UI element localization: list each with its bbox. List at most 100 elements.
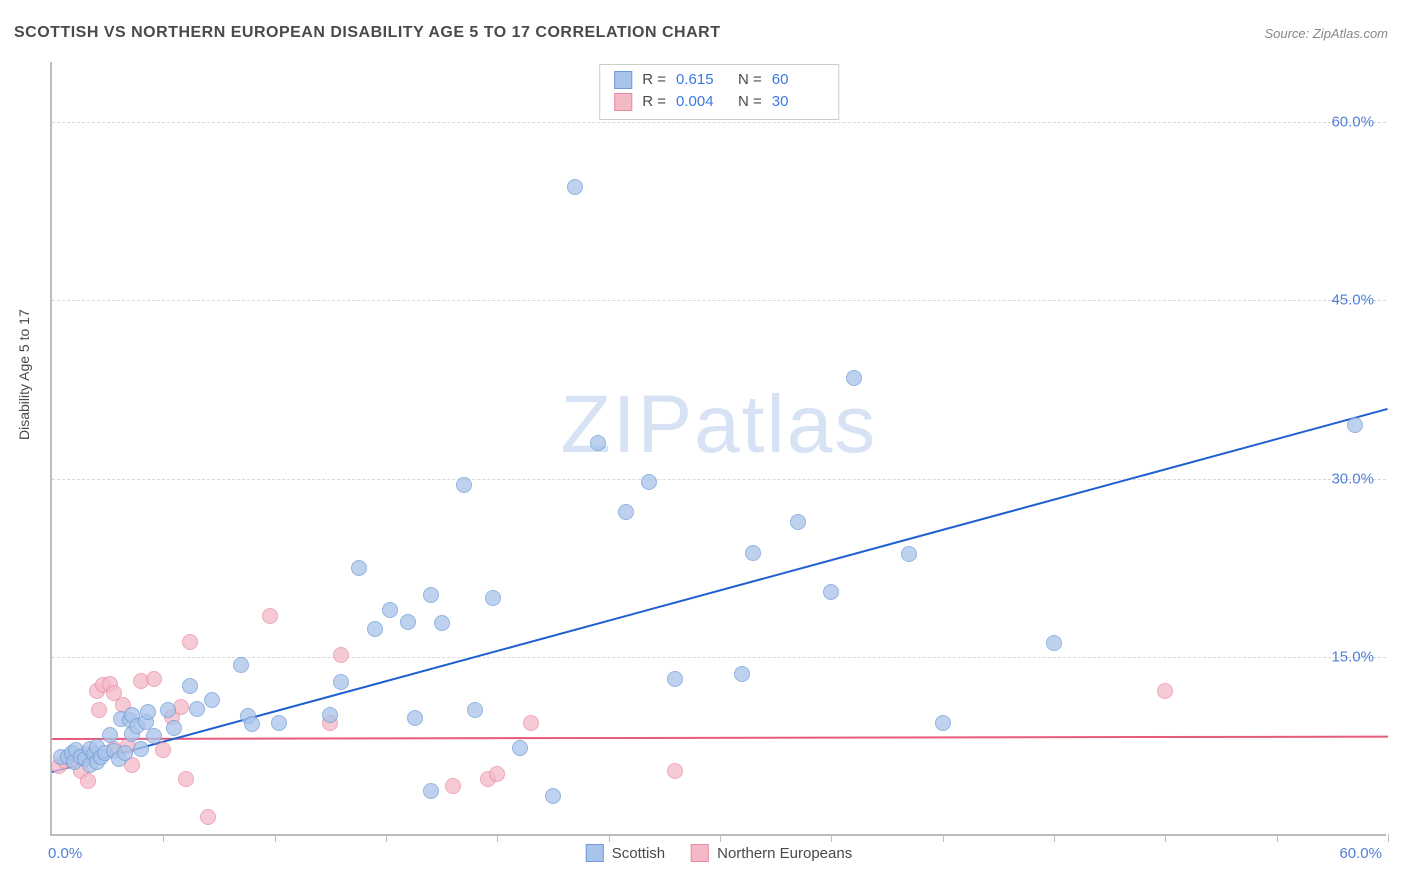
northern-point <box>91 702 107 718</box>
series-legend: Scottish Northern Europeans <box>586 844 852 862</box>
chart-container: SCOTTISH VS NORTHERN EUROPEAN DISABILITY… <box>0 0 1406 892</box>
northern-trend-line <box>52 736 1388 740</box>
scottish-point <box>140 704 156 720</box>
stat-n-value: 30 <box>772 91 824 113</box>
northern-point <box>489 766 505 782</box>
scottish-point <box>734 666 750 682</box>
x-tick <box>609 834 610 842</box>
scottish-point <box>133 741 149 757</box>
northern-point <box>523 715 539 731</box>
x-tick <box>831 834 832 842</box>
northern-point <box>146 671 162 687</box>
scottish-point <box>322 707 338 723</box>
x-tick <box>943 834 944 842</box>
scottish-point <box>233 657 249 673</box>
scottish-point <box>204 692 220 708</box>
stat-r-value: 0.004 <box>676 91 728 113</box>
scottish-point <box>846 370 862 386</box>
scottish-point <box>160 702 176 718</box>
scottish-point <box>667 671 683 687</box>
northern-swatch-icon <box>614 93 632 111</box>
plot-area: ZIPatlas R =0.615N =60R =0.004N =30 0.0%… <box>50 62 1386 836</box>
x-tick <box>497 834 498 842</box>
scottish-point <box>823 584 839 600</box>
stat-r-value: 0.615 <box>676 69 728 91</box>
legend-label: Scottish <box>612 845 665 862</box>
scottish-point <box>545 788 561 804</box>
scottish-point <box>333 674 349 690</box>
scottish-point <box>407 710 423 726</box>
scottish-point <box>790 514 806 530</box>
scottish-point <box>745 545 761 561</box>
x-tick <box>1388 834 1389 842</box>
stats-row-scottish: R = 0.615 N = 60 <box>614 69 824 91</box>
scottish-point <box>189 701 205 717</box>
scottish-point <box>423 783 439 799</box>
scottish-point <box>901 546 917 562</box>
stat-r-label: R = <box>642 91 666 113</box>
legend-label: Northern Europeans <box>717 845 852 862</box>
scottish-point <box>367 621 383 637</box>
scottish-point <box>1347 417 1363 433</box>
stat-r-label: R = <box>642 69 666 91</box>
northern-point <box>262 608 278 624</box>
scottish-point <box>456 477 472 493</box>
stat-n-label: N = <box>738 69 762 91</box>
scottish-point <box>244 716 260 732</box>
scottish-point <box>590 435 606 451</box>
northern-point <box>667 763 683 779</box>
scottish-point <box>166 720 182 736</box>
northern-point <box>200 809 216 825</box>
scottish-point <box>117 745 133 761</box>
scottish-legend-swatch-icon <box>586 844 604 862</box>
scottish-point <box>271 715 287 731</box>
x-tick <box>1054 834 1055 842</box>
y-tick-label: 60.0% <box>1331 113 1374 130</box>
scottish-point <box>467 702 483 718</box>
x-axis-max-label: 60.0% <box>1339 845 1382 862</box>
x-tick <box>163 834 164 842</box>
source-attribution: Source: ZipAtlas.com <box>1264 26 1388 41</box>
scottish-point <box>485 590 501 606</box>
northern-point <box>333 647 349 663</box>
scottish-point <box>1046 635 1062 651</box>
scottish-point <box>567 179 583 195</box>
scottish-point <box>400 614 416 630</box>
legend-item-northern: Northern Europeans <box>691 844 852 862</box>
stat-n-label: N = <box>738 91 762 113</box>
northern-legend-swatch-icon <box>691 844 709 862</box>
x-tick <box>720 834 721 842</box>
northern-point <box>445 778 461 794</box>
scottish-point <box>935 715 951 731</box>
scottish-point <box>434 615 450 631</box>
stats-row-northern: R = 0.004 N = 30 <box>614 91 824 113</box>
x-tick <box>275 834 276 842</box>
correlation-stats-box: R = 0.615 N = 60 R = 0.004 N = 30 <box>599 64 839 120</box>
stat-n-value: 60 <box>772 69 824 91</box>
watermark-text: ZIPatlas <box>561 378 878 472</box>
scottish-point <box>182 678 198 694</box>
scottish-point <box>618 504 634 520</box>
scottish-point <box>382 602 398 618</box>
x-tick <box>1165 834 1166 842</box>
scottish-point <box>512 740 528 756</box>
x-tick <box>386 834 387 842</box>
gridline <box>52 300 1386 301</box>
northern-point <box>80 773 96 789</box>
y-tick-label: 30.0% <box>1331 470 1374 487</box>
gridline <box>52 657 1386 658</box>
northern-point <box>178 771 194 787</box>
scottish-point <box>102 727 118 743</box>
y-tick-label: 45.0% <box>1331 292 1374 309</box>
scottish-point <box>351 560 367 576</box>
scottish-point <box>641 474 657 490</box>
legend-item-scottish: Scottish <box>586 844 665 862</box>
scottish-point <box>423 587 439 603</box>
gridline <box>52 479 1386 480</box>
x-axis-min-label: 0.0% <box>48 845 82 862</box>
scottish-swatch-icon <box>614 71 632 89</box>
y-tick-label: 15.0% <box>1331 649 1374 666</box>
gridline <box>52 122 1386 123</box>
x-tick <box>1277 834 1278 842</box>
scottish-point <box>146 728 162 744</box>
